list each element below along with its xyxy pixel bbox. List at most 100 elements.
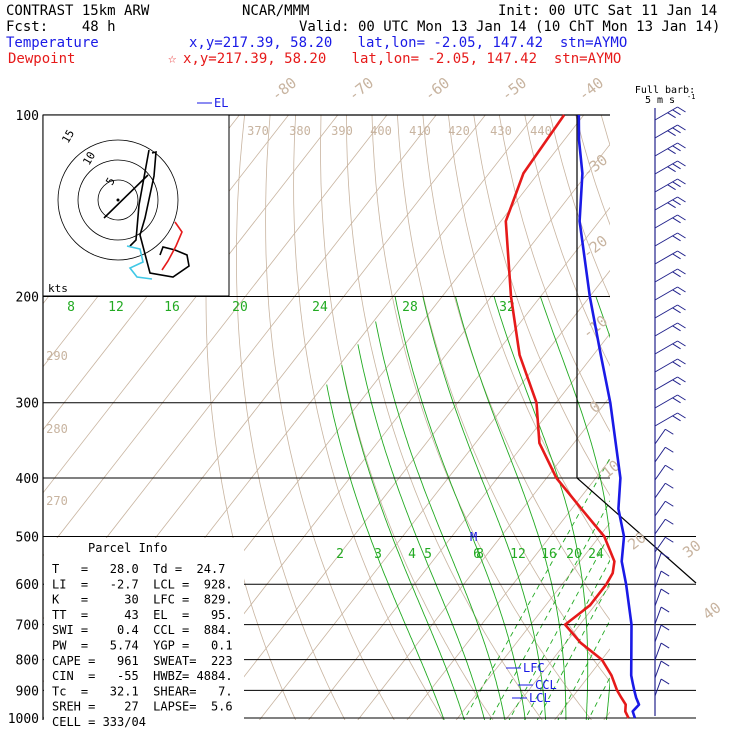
- wind-barb-staff: [654, 160, 678, 175]
- mixing-ratio-label: 8: [476, 547, 484, 562]
- wind-barb: [654, 588, 670, 607]
- pressure-label: 600: [16, 578, 39, 593]
- pressure-label: 300: [16, 397, 39, 412]
- pressure-label: 800: [16, 654, 39, 669]
- theta-label: 400: [370, 124, 392, 138]
- wind-barb: [654, 178, 686, 193]
- isotherm-line: [43, 115, 290, 431]
- mixing-ratio-line: [489, 500, 610, 720]
- dry-adiabat-line: [524, 115, 610, 367]
- dry-adiabat-line: [235, 115, 346, 720]
- theta-label: 430: [490, 124, 512, 138]
- parcel-row: CIN = -55 HWBZ= 4884.: [52, 669, 233, 683]
- wind-barb: [654, 106, 686, 121]
- theta-label: 390: [331, 124, 353, 138]
- ccl-level-marker: CCL: [535, 678, 557, 692]
- hodograph-ring-label: 15: [59, 128, 77, 146]
- mixing-ratio-label: 20: [566, 547, 582, 562]
- wind-barb-flag: [672, 415, 681, 422]
- isotherm-line: [645, 57, 740, 731]
- dry-adiabat-line: [447, 115, 610, 559]
- wind-barb-flag: [660, 552, 670, 559]
- valid-time: Valid: 00 UTC Mon 13 Jan 14 (10 ChT Mon …: [299, 19, 721, 35]
- isotherm-label: -80: [268, 74, 300, 105]
- mixing-ratio-line: [557, 619, 610, 720]
- wind-barb-flag: [672, 325, 681, 332]
- parcel-row: CAPE = 961 SWEAT= 223: [52, 654, 233, 668]
- parcel-box: [44, 538, 244, 720]
- isotherm-label: -60: [421, 74, 453, 105]
- wind-barb-flag: [660, 678, 670, 685]
- parcel-row: LI = -2.7 LCL = 928.: [52, 577, 233, 591]
- mixing-ratio-label: 12: [510, 547, 526, 562]
- wind-barb: [654, 250, 686, 265]
- theta-label: 280: [46, 422, 68, 436]
- isotherm-label: 40: [699, 598, 724, 623]
- wind-barb: [654, 464, 674, 481]
- wind-barb-flag: [672, 361, 681, 368]
- isotherm-label: -30: [579, 151, 611, 182]
- wind-barb-flag: [677, 178, 686, 185]
- moist-adiabat-line: [326, 384, 445, 720]
- pressure-label: 400: [16, 472, 39, 487]
- m-level-marker: M: [470, 530, 477, 544]
- wind-barb-staff: [654, 570, 662, 589]
- wind-barb-flag: [667, 184, 676, 191]
- wind-barb-flag: [667, 166, 676, 173]
- dewpoint-star-icon: ☆: [168, 51, 177, 67]
- wind-barb-staff: [654, 358, 678, 373]
- wind-barb: [654, 660, 670, 679]
- wind-barb-flag: [672, 109, 681, 116]
- theta-label: 410: [409, 124, 431, 138]
- wind-barb-flag: [677, 322, 686, 329]
- parcel-info: Parcel Info T = 28.0 Td = 24.7LI = -2.7 L…: [44, 538, 244, 729]
- parcel-row: TT = 43 EL = 95.: [52, 608, 233, 622]
- mixing-ratio-label: 24: [312, 300, 328, 315]
- wind-barb-flag: [677, 106, 686, 113]
- wind-barb-flag: [667, 148, 676, 155]
- isotherm-line: [43, 115, 339, 494]
- pressure-label: 1000: [8, 712, 39, 727]
- wind-barb-flag: [665, 446, 674, 453]
- wind-barb-staff: [654, 394, 678, 409]
- mixing-ratio-lines: [463, 457, 610, 720]
- hodograph-center: [116, 198, 120, 202]
- wind-barb-flag: [677, 376, 686, 383]
- wind-barb-staff: [654, 304, 678, 319]
- wind-barb-flag: [672, 199, 681, 206]
- mixing-ratio-label: 20: [232, 300, 248, 315]
- isotherm-line: [209, 206, 610, 720]
- init-time: Init: 00 UTC Sat 11 Jan 14: [498, 3, 718, 19]
- hodograph-ring: [77, 159, 159, 241]
- isotherm-line: [694, 57, 740, 731]
- wind-barb-flag: [672, 235, 681, 242]
- wind-barb-staff: [654, 250, 678, 265]
- wind-barb-staff: [654, 178, 678, 193]
- wind-barb-staff: [654, 660, 662, 679]
- wind-barb-flag: [672, 343, 681, 350]
- wind-barb: [654, 394, 686, 409]
- dry-adiabat-line: [718, 87, 740, 730]
- wind-barb-flag: [665, 536, 674, 543]
- hodograph-trace-red: [161, 221, 183, 271]
- wind-barb-staff: [654, 124, 678, 139]
- parcel-row: T = 28.0 Td = 24.7: [52, 562, 225, 576]
- mixing-ratio-label: 8: [67, 300, 75, 315]
- wind-barb: [654, 500, 674, 517]
- dry-adiabat-line: [265, 115, 395, 720]
- theta-label: 370: [247, 124, 269, 138]
- wind-barb: [654, 142, 686, 157]
- parcel-row: K = 30 LFC = 829.: [52, 593, 233, 607]
- wind-barb-flag: [677, 340, 686, 347]
- wind-barb-flag: [660, 570, 670, 577]
- isotherm-line: [504, 585, 610, 720]
- parcel-row: SREH = 27 LAPSE= 5.6: [52, 700, 233, 714]
- dry-adiabat-line: [498, 115, 610, 433]
- wind-barb: [654, 322, 686, 337]
- isotherm-label: 0: [586, 397, 604, 417]
- wind-barb-flag: [660, 606, 670, 613]
- wind-barb: [654, 268, 686, 283]
- wind-barb-staff: [654, 196, 678, 211]
- wind-barb-staff: [654, 642, 662, 661]
